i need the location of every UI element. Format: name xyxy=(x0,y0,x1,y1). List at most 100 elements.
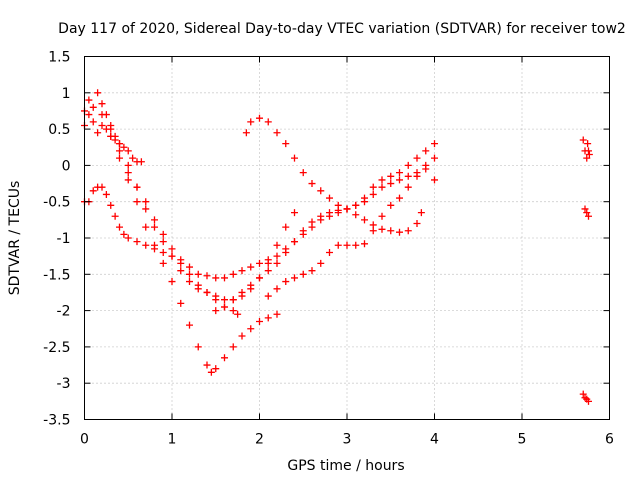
data-point xyxy=(317,259,325,267)
data-point xyxy=(203,288,211,296)
data-point xyxy=(308,180,316,188)
data-point xyxy=(396,176,403,184)
data-point xyxy=(282,140,290,148)
data-point xyxy=(94,89,102,97)
data-point xyxy=(585,147,592,155)
data-point xyxy=(221,354,228,362)
data-point xyxy=(129,154,137,162)
data-point xyxy=(116,223,123,231)
data-point xyxy=(264,314,272,322)
y-tick-label: -3.5 xyxy=(43,413,70,429)
data-point xyxy=(107,132,115,140)
data-point xyxy=(238,267,246,275)
data-point xyxy=(326,194,333,202)
series-track-e xyxy=(81,165,438,282)
data-point xyxy=(256,259,263,267)
y-tick-label: -1.5 xyxy=(43,267,70,283)
data-point xyxy=(264,292,272,300)
data-point xyxy=(585,397,592,405)
chart-title: Day 117 of 2020, Sidereal Day-to-day VTE… xyxy=(58,21,626,37)
data-point xyxy=(221,274,228,282)
x-tick-label: 5 xyxy=(518,432,527,448)
data-point xyxy=(273,285,281,293)
series-track-i xyxy=(579,136,593,162)
y-tick-label: -1 xyxy=(57,231,71,247)
data-point xyxy=(431,176,438,184)
data-point xyxy=(273,252,281,260)
x-axis-label: GPS time / hours xyxy=(287,458,404,474)
data-point xyxy=(291,274,298,282)
data-point xyxy=(326,249,333,257)
data-point xyxy=(378,183,386,191)
data-point xyxy=(116,154,123,162)
data-point xyxy=(404,161,412,169)
data-point xyxy=(299,270,307,278)
data-point xyxy=(151,223,158,231)
series-track-c xyxy=(98,111,298,304)
data-point xyxy=(317,212,325,220)
y-tick-labels: -3.5 -3 -2.5 -2 -1.5 -1 -0.5 0 0.5 1 1.5 xyxy=(43,50,70,429)
data-point xyxy=(124,161,132,169)
data-point xyxy=(273,129,281,137)
data-point xyxy=(417,209,425,217)
series-track-d xyxy=(107,132,281,376)
data-point xyxy=(308,267,316,275)
data-point xyxy=(282,249,290,257)
data-point xyxy=(89,187,97,195)
data-point xyxy=(326,209,333,217)
data-point xyxy=(378,176,386,184)
data-point xyxy=(98,111,106,119)
data-point xyxy=(404,227,412,235)
data-point xyxy=(142,223,150,231)
series-track-g xyxy=(212,140,438,315)
series-track-f xyxy=(242,114,425,236)
series-track-b xyxy=(81,111,145,166)
data-point xyxy=(229,296,237,304)
data-point xyxy=(273,241,281,249)
data-point xyxy=(413,154,421,162)
data-point xyxy=(369,183,377,191)
data-point xyxy=(431,154,438,162)
data-point xyxy=(396,194,403,202)
data-point xyxy=(94,129,102,137)
y-tick-label: 0.5 xyxy=(48,122,70,138)
data-point xyxy=(229,270,237,278)
data-point xyxy=(581,394,589,402)
data-point xyxy=(404,172,412,180)
data-point xyxy=(352,211,360,219)
data-point xyxy=(282,223,290,231)
data-point xyxy=(361,216,368,224)
data-point xyxy=(85,96,93,104)
data-point xyxy=(387,201,395,209)
data-point xyxy=(264,256,272,264)
data-point xyxy=(107,201,115,209)
data-point xyxy=(256,274,263,282)
data-point xyxy=(404,183,412,191)
data-point xyxy=(85,111,93,119)
data-point xyxy=(229,307,237,315)
axis-ticks xyxy=(84,56,610,420)
data-point xyxy=(396,228,403,236)
series-track-j xyxy=(581,205,592,220)
data-point xyxy=(387,227,395,235)
data-point xyxy=(369,190,377,198)
data-point xyxy=(168,252,176,260)
data-point xyxy=(212,307,220,315)
data-point xyxy=(133,183,141,191)
data-point xyxy=(247,118,255,126)
data-point xyxy=(186,263,193,271)
data-point xyxy=(387,172,395,180)
data-point xyxy=(212,274,220,282)
data-point xyxy=(352,241,360,249)
data-point xyxy=(581,205,589,213)
data-point xyxy=(343,241,351,249)
data-point xyxy=(378,212,386,220)
data-point xyxy=(116,140,123,148)
data-point xyxy=(159,230,167,238)
data-point xyxy=(98,121,106,129)
series-track-h xyxy=(264,154,438,300)
data-point xyxy=(159,259,167,267)
data-point xyxy=(264,118,272,126)
data-point xyxy=(186,321,193,329)
